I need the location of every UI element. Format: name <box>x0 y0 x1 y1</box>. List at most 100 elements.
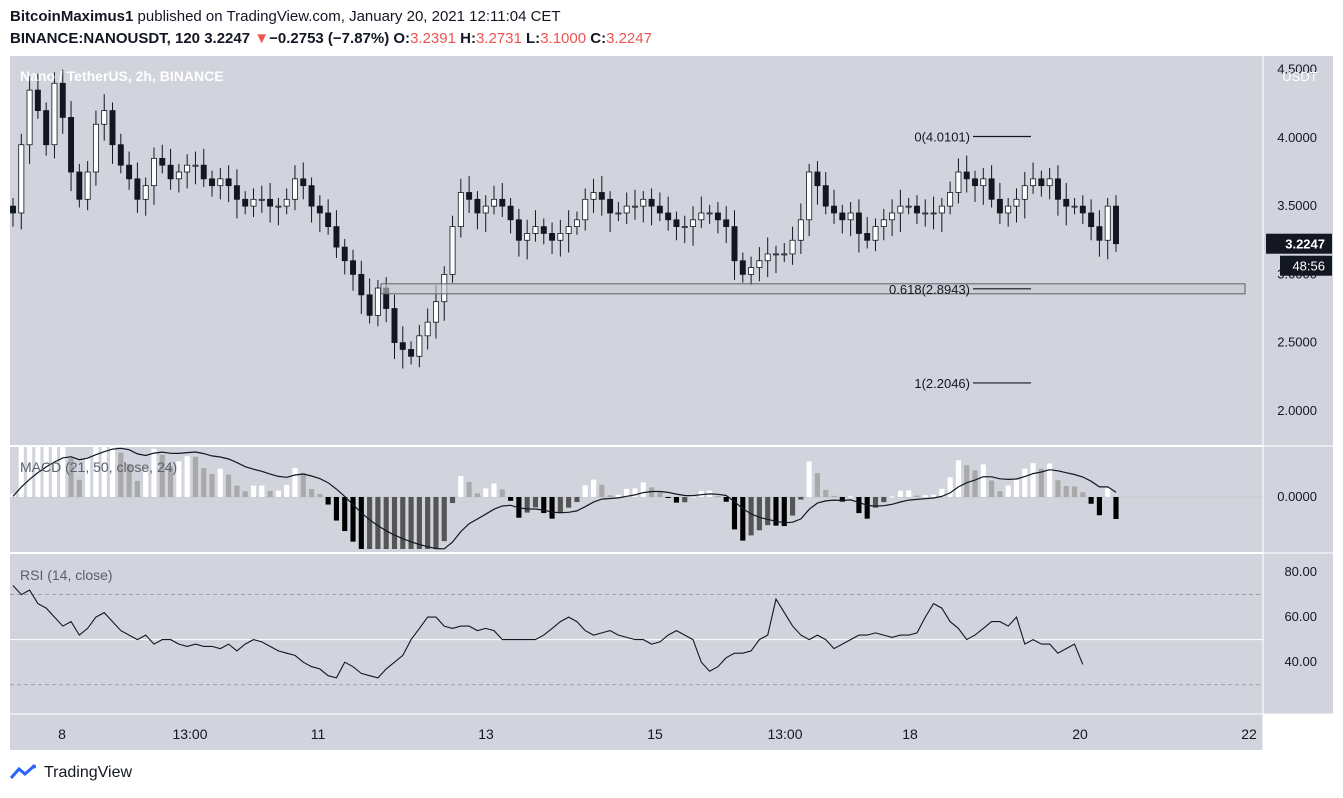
candle[interactable] <box>781 253 788 256</box>
candle[interactable] <box>300 178 307 187</box>
candle[interactable] <box>789 239 796 255</box>
candle[interactable] <box>358 273 365 296</box>
candle[interactable] <box>175 171 182 180</box>
support-zone[interactable] <box>380 283 1246 295</box>
candle[interactable] <box>474 198 481 214</box>
candle[interactable] <box>134 178 141 200</box>
candle[interactable] <box>242 198 249 207</box>
macd-pane[interactable] <box>10 447 1263 552</box>
candle[interactable] <box>1038 178 1045 187</box>
candle[interactable] <box>988 178 995 200</box>
candle[interactable] <box>955 171 962 193</box>
candle[interactable] <box>34 89 41 111</box>
candle[interactable] <box>706 212 713 215</box>
candle[interactable] <box>399 342 406 350</box>
candle[interactable] <box>723 219 730 228</box>
candle[interactable] <box>607 198 614 214</box>
candle[interactable] <box>267 198 274 207</box>
candle[interactable] <box>557 233 564 241</box>
candle[interactable] <box>233 185 240 200</box>
candle[interactable] <box>109 110 116 146</box>
candle[interactable] <box>325 212 332 228</box>
candle[interactable] <box>59 82 66 118</box>
candle[interactable] <box>1063 198 1070 207</box>
candle[interactable] <box>366 294 373 316</box>
candle[interactable] <box>598 192 605 200</box>
candle[interactable] <box>217 178 224 187</box>
candle[interactable] <box>1113 205 1119 245</box>
candle[interactable] <box>814 171 821 187</box>
candle[interactable] <box>913 205 920 214</box>
candle[interactable] <box>1104 205 1111 241</box>
candle[interactable] <box>117 144 124 166</box>
candle[interactable] <box>582 198 589 221</box>
candle[interactable] <box>1013 198 1020 207</box>
candle[interactable] <box>482 205 489 214</box>
candle[interactable] <box>822 185 829 207</box>
candle[interactable] <box>184 164 191 173</box>
candle[interactable] <box>773 253 779 256</box>
candle[interactable] <box>980 178 987 187</box>
candle[interactable] <box>424 321 431 337</box>
candle[interactable] <box>457 192 464 228</box>
candle[interactable] <box>872 226 879 241</box>
candle[interactable] <box>225 178 232 187</box>
candle[interactable] <box>200 164 207 180</box>
candle[interactable] <box>1079 205 1086 214</box>
candle[interactable] <box>938 205 945 214</box>
candle[interactable] <box>1096 226 1103 241</box>
candle[interactable] <box>947 192 954 207</box>
candle[interactable] <box>10 205 16 214</box>
candle[interactable] <box>209 178 216 187</box>
candle[interactable] <box>880 219 887 228</box>
candle[interactable] <box>972 178 978 187</box>
candle[interactable] <box>374 287 381 316</box>
candle[interactable] <box>101 110 108 125</box>
candle[interactable] <box>698 212 705 221</box>
candle[interactable] <box>681 226 688 229</box>
candle[interactable] <box>806 171 813 221</box>
candle[interactable] <box>565 226 572 234</box>
candle[interactable] <box>316 205 323 214</box>
candle[interactable] <box>250 198 257 207</box>
candle[interactable] <box>797 219 804 241</box>
candle[interactable] <box>640 198 647 207</box>
candle[interactable] <box>648 198 655 207</box>
author-name[interactable]: BitcoinMaximus1 <box>10 8 134 25</box>
candle[interactable] <box>432 301 439 323</box>
candle[interactable] <box>68 117 75 173</box>
candle[interactable] <box>615 212 622 215</box>
candle[interactable] <box>690 219 697 228</box>
candle[interactable] <box>831 205 838 214</box>
candle[interactable] <box>391 308 398 344</box>
time-axis[interactable] <box>10 714 1263 750</box>
candle[interactable] <box>333 226 340 248</box>
candle[interactable] <box>283 198 290 207</box>
price-axis[interactable] <box>1263 56 1333 714</box>
candle[interactable] <box>167 164 174 180</box>
candle[interactable] <box>51 82 58 146</box>
price-pane[interactable] <box>10 56 1263 445</box>
candle[interactable] <box>515 219 522 241</box>
candle[interactable] <box>573 219 580 228</box>
candle[interactable] <box>92 123 99 173</box>
candle[interactable] <box>76 171 83 200</box>
candle[interactable] <box>864 233 871 241</box>
candle[interactable] <box>1021 185 1028 200</box>
candle[interactable] <box>416 335 423 357</box>
candle[interactable] <box>739 260 746 275</box>
candle[interactable] <box>996 198 1003 214</box>
tradingview-footer[interactable]: TradingView <box>10 764 132 782</box>
candle[interactable] <box>499 198 506 207</box>
candle[interactable] <box>507 205 514 221</box>
candle[interactable] <box>291 178 298 200</box>
candle[interactable] <box>847 212 854 221</box>
candle[interactable] <box>1030 178 1037 187</box>
candle[interactable] <box>126 164 133 180</box>
candle[interactable] <box>84 171 91 200</box>
candle[interactable] <box>142 185 149 200</box>
candle[interactable] <box>897 205 904 214</box>
candle[interactable] <box>26 89 33 146</box>
candle[interactable] <box>540 226 547 234</box>
